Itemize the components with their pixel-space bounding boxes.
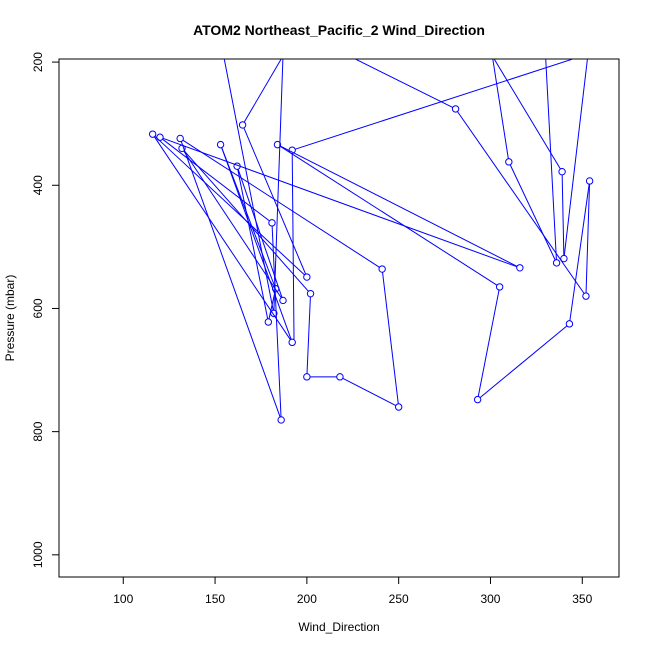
- series-segment: [569, 184, 590, 321]
- plot-frame: [58, 58, 620, 578]
- series-segment: [545, 59, 557, 260]
- data-point: [156, 133, 164, 141]
- data-point: [233, 162, 241, 170]
- y-tick-label: 200: [31, 52, 45, 72]
- series-segment: [295, 59, 575, 150]
- series-segment: [182, 139, 380, 268]
- series-segment: [273, 59, 284, 311]
- x-tick-label: 200: [297, 592, 317, 606]
- series-segment: [237, 169, 269, 319]
- series-segment: [162, 137, 518, 268]
- data-point: [560, 254, 568, 263]
- series-segment: [162, 138, 270, 222]
- data-point: [505, 158, 513, 166]
- x-tick-label: 350: [572, 592, 592, 606]
- x-axis-label: Wind_Direction: [298, 620, 379, 634]
- series-segment: [243, 59, 282, 123]
- data-point: [306, 289, 315, 298]
- series-segment: [342, 377, 397, 406]
- series-segment: [223, 59, 274, 311]
- plot-area: [148, 59, 594, 424]
- data-point: [148, 130, 157, 138]
- y-tick-label: 1000: [31, 541, 45, 568]
- data-point: [178, 144, 186, 153]
- x-tick-label: 150: [205, 592, 225, 606]
- y-axis-label: Pressure (mbar): [3, 275, 17, 362]
- series-segment: [221, 147, 275, 286]
- series-segment: [477, 289, 500, 397]
- data-point: [268, 219, 276, 227]
- chart-title: ATOM2 Northeast_Pacific_2 Wind_Direction: [193, 22, 485, 38]
- data-point: [279, 296, 287, 305]
- data-point: [271, 285, 280, 293]
- data-point: [516, 264, 524, 272]
- data-point: [585, 177, 594, 185]
- data-point: [336, 373, 344, 381]
- series-segment: [183, 150, 309, 292]
- series-segment: [382, 272, 399, 404]
- series-segment: [271, 226, 282, 417]
- data-point: [216, 140, 225, 149]
- series-segment: [154, 136, 291, 340]
- y-axis: 200 400 600 800 1000: [31, 52, 60, 568]
- series-segment: [154, 135, 305, 276]
- data-point: [582, 292, 590, 300]
- data-point: [273, 140, 282, 149]
- series-segment: [183, 150, 282, 299]
- data-point: [565, 320, 574, 328]
- y-tick-label: 600: [31, 298, 45, 318]
- series-segment: [268, 291, 276, 319]
- data-point: [552, 259, 561, 267]
- series-segment: [493, 59, 561, 170]
- series-segment: [563, 59, 588, 256]
- series-segment: [279, 145, 498, 286]
- series-segment: [221, 147, 292, 340]
- series-segment: [492, 59, 509, 159]
- y-tick-label: 400: [31, 175, 45, 195]
- series-segment: [306, 296, 311, 374]
- data-point: [378, 265, 386, 273]
- series-segment: [280, 145, 518, 267]
- series-segment: [585, 184, 591, 293]
- data-point: [270, 309, 278, 318]
- data-point: [277, 416, 285, 424]
- x-tick-label: 300: [480, 592, 500, 606]
- series-segment: [243, 127, 307, 275]
- y-tick-label: 800: [31, 421, 45, 441]
- series-segment: [561, 174, 565, 256]
- data-point: [176, 134, 184, 143]
- data-point: [394, 403, 403, 411]
- data-point: [451, 105, 460, 113]
- x-axis: 100 150 200 250 300 350: [113, 576, 593, 606]
- data-point: [473, 395, 482, 404]
- series-segment: [457, 111, 585, 294]
- series-segment: [237, 169, 283, 298]
- x-tick-label: 100: [113, 592, 133, 606]
- data-point: [303, 273, 311, 281]
- x-tick-label: 250: [389, 592, 409, 606]
- data-point: [288, 146, 296, 154]
- series-segment: [180, 141, 281, 418]
- data-point: [303, 373, 311, 381]
- data-point: [558, 168, 566, 176]
- series-segment: [291, 153, 295, 340]
- data-point: [264, 318, 273, 326]
- data-point: [238, 121, 247, 129]
- data-point: [495, 283, 504, 291]
- data-point: [288, 338, 296, 347]
- series-segment: [354, 59, 453, 108]
- series-segment: [509, 164, 556, 261]
- series-segment: [479, 325, 568, 398]
